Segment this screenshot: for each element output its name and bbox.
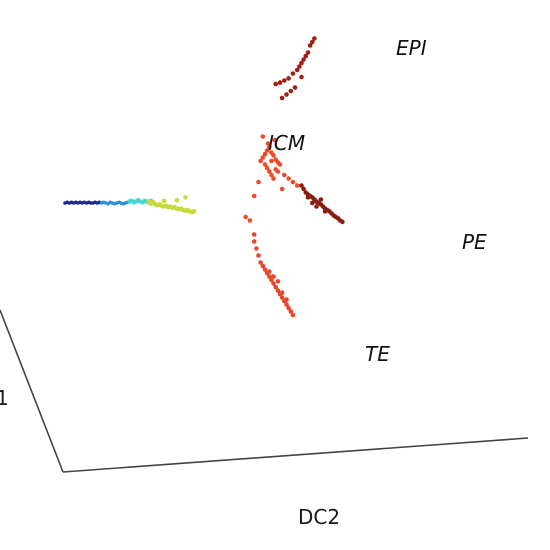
data-point (183, 195, 188, 200)
data-point (256, 180, 261, 185)
data-point (319, 197, 324, 202)
data-point (291, 313, 296, 318)
data-point (295, 183, 300, 188)
data-point (248, 218, 253, 223)
data-point (312, 36, 317, 41)
data-point (254, 246, 259, 251)
data-point (276, 279, 281, 284)
axis-floor-lines (0, 310, 528, 472)
data-point (243, 215, 248, 220)
data-point (280, 187, 285, 192)
data-point (252, 239, 257, 244)
data-point (299, 75, 304, 80)
z-axis-label-fragment: 1 (0, 386, 9, 410)
data-point (252, 232, 257, 237)
annotation-icm: ICM (268, 131, 305, 155)
data-point (269, 159, 274, 164)
data-point (286, 176, 291, 181)
data-point (280, 96, 285, 101)
x-axis-label: DC2 (298, 505, 340, 529)
data-point (299, 183, 304, 188)
data-point (175, 198, 180, 203)
data-point (284, 92, 289, 97)
data-point (267, 269, 272, 274)
data-point (278, 162, 283, 167)
data-point (340, 220, 345, 225)
data-point (291, 180, 296, 185)
annotation-te: TE (365, 342, 390, 366)
data-point (162, 199, 167, 204)
axis-line-bottom (63, 438, 528, 472)
data-point (323, 209, 328, 214)
data-point (280, 290, 285, 295)
data-point (284, 297, 289, 302)
annotations: EPI ICM PE TE (268, 36, 487, 366)
data-points (63, 36, 345, 317)
data-point (282, 78, 287, 83)
data-point (252, 194, 257, 199)
data-point (256, 253, 261, 258)
data-point (261, 134, 266, 139)
data-point (306, 50, 311, 55)
data-point (310, 201, 315, 206)
data-point (271, 274, 276, 279)
data-point (291, 71, 296, 76)
data-point (282, 173, 287, 178)
annotation-epi: EPI (396, 36, 427, 60)
data-point (286, 76, 291, 81)
data-point (192, 209, 197, 214)
data-point (289, 89, 294, 94)
data-point (278, 80, 283, 85)
data-point (271, 176, 276, 181)
data-point (276, 169, 281, 174)
axis-line-left (0, 310, 63, 472)
data-point (293, 85, 298, 90)
data-point (273, 82, 278, 87)
data-point (314, 204, 319, 209)
data-point (263, 162, 268, 167)
data-point (306, 195, 311, 200)
annotation-pe: PE (462, 230, 487, 254)
